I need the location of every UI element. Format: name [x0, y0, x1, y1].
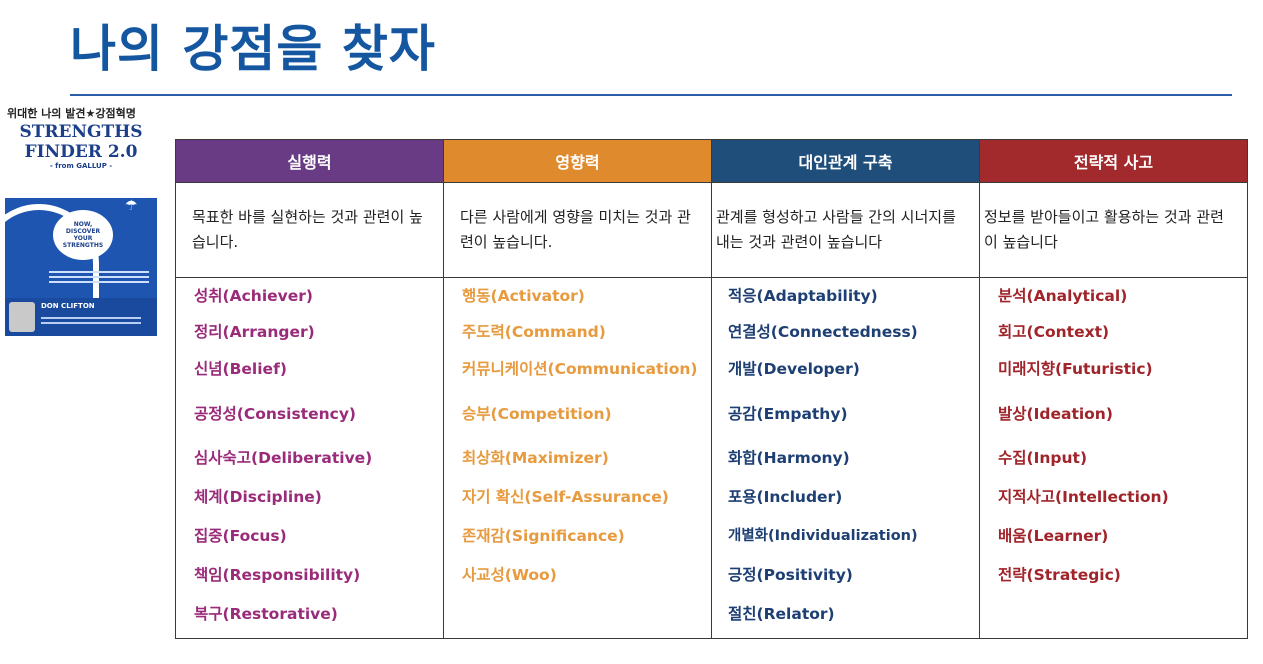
list-item: 화합(Harmony): [728, 449, 850, 467]
header-strategic: 전략적 사고: [979, 139, 1248, 183]
list-item: 공정성(Consistency): [194, 405, 357, 423]
header-row: 실행력 영향력 대인관계 구축 전략적 사고: [175, 139, 1248, 183]
list-item: 배움(Learner): [998, 527, 1109, 545]
book-subtitle: 위대한 나의 발견★강점혁명: [7, 107, 136, 120]
book-author-band: DON CLIFTON: [5, 298, 157, 336]
list-item: 수집(Input): [998, 449, 1088, 467]
title-divider: [70, 94, 1232, 96]
list-item: 사교성(Woo): [462, 566, 557, 584]
list-item: 개발(Developer): [728, 360, 860, 378]
list-item: 존재감(Significance): [462, 527, 625, 545]
list-item: 공감(Empathy): [728, 405, 848, 423]
description-relationship: 관계를 형성하고 사람들 간의 시너지를 내는 것과 관련이 높습니다: [711, 182, 980, 278]
list-item: 미래지향(Futuristic): [998, 360, 1153, 378]
list-item: 성취(Achiever): [194, 287, 313, 305]
list-item: 주도력(Command): [462, 323, 606, 341]
book-cover-image: 위대한 나의 발견★강점혁명 STRENGTHS FINDER 2.0 - fr…: [5, 106, 157, 336]
book-cover-illustration: NOW, DISCOVER YOUR STRENGTHS ☂ DON CLIFT…: [5, 198, 157, 336]
list-item: 자기 확신(Self-Assurance): [462, 488, 669, 506]
list-item: 집중(Focus): [194, 527, 287, 545]
list-item: 발상(Ideation): [998, 405, 1113, 423]
list-item: 심사숙고(Deliberative): [194, 449, 373, 467]
list-item: 포용(Includer): [728, 488, 843, 506]
list-item: 분석(Analytical): [998, 287, 1128, 305]
list-item: 적응(Adaptability): [728, 287, 878, 305]
head-silhouette-icon: [5, 204, 99, 336]
list-item: 승부(Competition): [462, 405, 612, 423]
list-item: 긍정(Positivity): [728, 566, 853, 584]
items-row: 성취(Achiever) 정리(Arranger) 신념(Belief) 공정성…: [175, 277, 1248, 639]
list-item: 연결성(Connectedness): [728, 323, 918, 341]
watering-can-icon: ☂: [125, 198, 138, 214]
list-item: 신념(Belief): [194, 360, 287, 378]
list-item: 커뮤니케이션(Communication): [462, 360, 698, 378]
author-photo: [9, 302, 35, 332]
list-item: 지적사고(Intellection): [998, 488, 1169, 506]
list-item: 최상화(Maximizer): [462, 449, 609, 467]
items-relationship: 적응(Adaptability) 연결성(Connectedness) 개발(D…: [711, 277, 980, 639]
list-item: 정리(Arranger): [194, 323, 315, 341]
list-item: 전략(Strategic): [998, 566, 1121, 584]
list-item: 책임(Responsibility): [194, 566, 361, 584]
description-executing: 목표한 바를 실현하는 것과 관련이 높습니다.: [175, 182, 444, 278]
items-executing: 성취(Achiever) 정리(Arranger) 신념(Belief) 공정성…: [175, 277, 444, 639]
list-item: 절친(Relator): [728, 605, 835, 623]
list-item: 복구(Restorative): [194, 605, 338, 623]
book-author-name: DON CLIFTON: [41, 302, 95, 310]
items-influencing: 행동(Activator) 주도력(Command) 커뮤니케이션(Commun…: [443, 277, 712, 639]
list-item: 체계(Discipline): [194, 488, 322, 506]
strengths-table: 실행력 영향력 대인관계 구축 전략적 사고 목표한 바를 실현하는 것과 관련…: [175, 139, 1248, 639]
book-cloud-text: NOW, DISCOVER YOUR STRENGTHS: [53, 210, 113, 260]
book-title-line1: STRENGTHS: [19, 122, 143, 142]
book-blurb-lines: [49, 268, 149, 290]
description-row: 목표한 바를 실현하는 것과 관련이 높습니다. 다른 사람에게 영향을 미치는…: [175, 182, 1248, 278]
description-strategic: 정보를 받아들이고 활용하는 것과 관련이 높습니다: [979, 182, 1248, 278]
list-item: 회고(Context): [998, 323, 1110, 341]
header-relationship: 대인관계 구축: [711, 139, 980, 183]
items-strategic: 분석(Analytical) 회고(Context) 미래지향(Futurist…: [979, 277, 1248, 639]
page-title: 나의 강점을 찾자: [70, 20, 436, 78]
book-author-lines: [41, 314, 141, 327]
header-influencing: 영향력: [443, 139, 712, 183]
book-title-line2: FINDER 2.0: [24, 142, 138, 162]
book-from-gallup: - from GALLUP -: [49, 162, 113, 170]
list-item: 행동(Activator): [462, 287, 585, 305]
list-item: 개별화(Individualization): [728, 528, 918, 544]
description-influencing: 다른 사람에게 영향을 미치는 것과 관련이 높습니다.: [443, 182, 712, 278]
header-executing: 실행력: [175, 139, 444, 183]
